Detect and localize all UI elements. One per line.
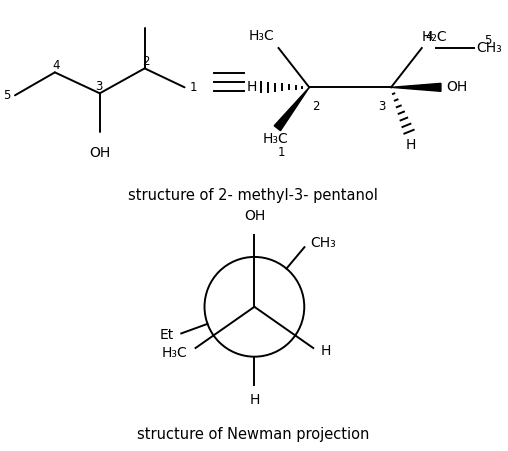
Text: CH₃: CH₃ — [310, 235, 336, 249]
Text: H: H — [320, 345, 331, 359]
Polygon shape — [391, 83, 441, 91]
Text: OH: OH — [244, 209, 265, 223]
Text: 4: 4 — [52, 60, 59, 73]
Text: 2: 2 — [312, 100, 320, 113]
Text: OH: OH — [446, 80, 467, 94]
Text: 3: 3 — [95, 80, 103, 93]
Text: H: H — [247, 80, 258, 94]
Text: H: H — [249, 393, 260, 407]
Text: H₃C: H₃C — [249, 29, 274, 43]
Text: 1: 1 — [277, 146, 285, 159]
Text: 4: 4 — [426, 30, 433, 43]
Text: H₃C: H₃C — [263, 132, 288, 146]
Text: structure of 2- methyl-3- pentanol: structure of 2- methyl-3- pentanol — [129, 188, 378, 202]
Polygon shape — [274, 87, 309, 131]
Text: structure of Newman projection: structure of Newman projection — [137, 427, 370, 442]
Text: H₂C: H₂C — [422, 30, 448, 44]
Text: 1: 1 — [189, 81, 197, 94]
Text: 2: 2 — [142, 55, 149, 69]
Text: OH: OH — [89, 146, 110, 160]
Text: H: H — [406, 138, 416, 152]
Text: H₃C: H₃C — [161, 345, 187, 359]
Text: CH₃: CH₃ — [477, 41, 502, 55]
Text: 3: 3 — [378, 100, 385, 113]
Text: 5: 5 — [4, 89, 11, 102]
Text: 5: 5 — [484, 34, 491, 47]
Text: Et: Et — [160, 328, 174, 342]
